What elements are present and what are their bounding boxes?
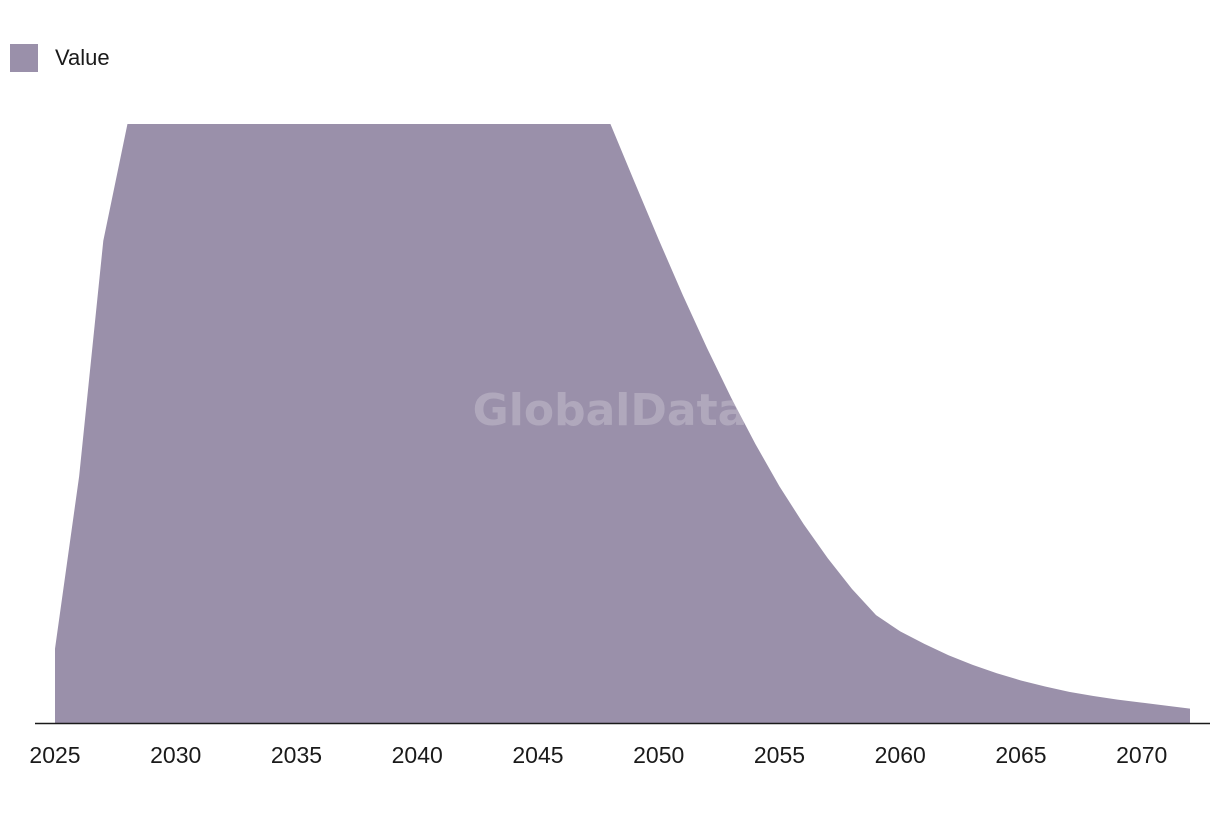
watermark-text: GlobalData	[473, 385, 748, 436]
x-tick-label-2045: 2045	[512, 742, 563, 768]
x-tick-label-2060: 2060	[875, 742, 926, 768]
x-tick-label-2065: 2065	[995, 742, 1046, 768]
x-tick-label-2040: 2040	[392, 742, 443, 768]
x-tick-label-2055: 2055	[754, 742, 805, 768]
x-tick-label-2070: 2070	[1116, 742, 1167, 768]
area-layer	[55, 124, 1190, 723]
x-tick-label-2035: 2035	[271, 742, 322, 768]
legend-label: Value	[55, 45, 110, 70]
legend: Value	[10, 44, 110, 72]
x-tick-label-2050: 2050	[633, 742, 684, 768]
legend-swatch	[10, 44, 38, 72]
x-tick-label-2030: 2030	[150, 742, 201, 768]
x-axis-ticks: 2025 2030 2035 2040 2045 2050 2055 2060 2065 2070	[29, 742, 1167, 768]
x-tick-label-2025: 2025	[29, 742, 80, 768]
area-series-value	[55, 124, 1190, 723]
